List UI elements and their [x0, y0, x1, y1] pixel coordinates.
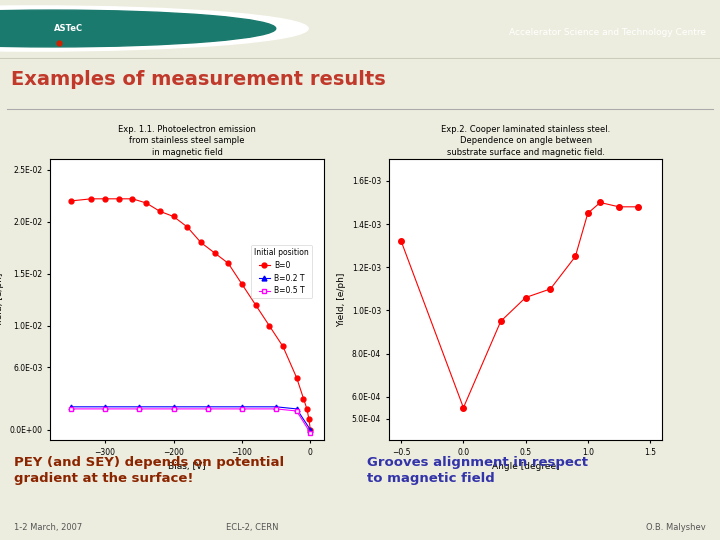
Line: B=0: B=0	[68, 197, 312, 432]
B=0	[128, 195, 137, 202]
B=0.2 T	[101, 403, 109, 410]
B=0.5 T	[272, 406, 281, 412]
Circle shape	[0, 10, 276, 47]
B=0.5 T	[101, 406, 109, 412]
B=0	[169, 213, 178, 220]
B=0	[67, 198, 76, 204]
Text: Exp. 1.1. Photoelectron emission
from stainless steel sample
in magnetic field: Exp. 1.1. Photoelectron emission from st…	[118, 125, 256, 157]
X-axis label: Bias, [V]: Bias, [V]	[168, 462, 206, 471]
B=0	[300, 395, 308, 402]
B=0.5 T	[67, 406, 76, 412]
Circle shape	[0, 6, 308, 51]
Line: B=0.5 T: B=0.5 T	[68, 407, 312, 435]
B=0	[302, 406, 311, 412]
B=0	[251, 302, 260, 308]
Text: Grooves alignment in respect
to magnetic field: Grooves alignment in respect to magnetic…	[367, 456, 588, 485]
B=0.2 T	[204, 403, 212, 410]
B=0.5 T	[238, 406, 246, 412]
B=0	[114, 195, 123, 202]
B=0.2 T	[292, 406, 301, 412]
B=0	[265, 322, 274, 329]
Text: O.B. Malyshev: O.B. Malyshev	[646, 523, 706, 532]
B=0.5 T	[292, 408, 301, 414]
Y-axis label: Yield, [e/ph]: Yield, [e/ph]	[0, 273, 4, 327]
Y-axis label: Yield, [e/ph]: Yield, [e/ph]	[337, 273, 346, 327]
B=0.2 T	[272, 403, 281, 410]
Text: Exp.2. Cooper laminated stainless steel.
Dependence on angle between
substrate s: Exp.2. Cooper laminated stainless steel.…	[441, 125, 611, 157]
B=0.2 T	[238, 403, 246, 410]
B=0.2 T	[135, 403, 144, 410]
B=0.5 T	[306, 430, 315, 436]
B=0	[292, 374, 301, 381]
B=0	[305, 416, 313, 422]
B=0.5 T	[204, 406, 212, 412]
Line: B=0.2 T: B=0.2 T	[68, 404, 312, 432]
B=0	[210, 249, 219, 256]
B=0.5 T	[135, 406, 144, 412]
B=0.5 T	[169, 406, 178, 412]
B=0	[87, 195, 96, 202]
Legend: B=0, B=0.2 T, B=0.5 T: B=0, B=0.2 T, B=0.5 T	[251, 245, 312, 299]
B=0	[197, 239, 205, 246]
B=0	[156, 208, 164, 214]
B=0	[183, 224, 192, 230]
B=0	[238, 281, 246, 287]
Text: Accelerator Science and Technology Centre: Accelerator Science and Technology Centr…	[508, 28, 706, 37]
B=0.2 T	[306, 427, 315, 433]
B=0	[306, 427, 315, 433]
Text: ASTeC: ASTeC	[54, 24, 83, 33]
B=0	[279, 343, 287, 350]
B=0	[142, 200, 150, 206]
B=0	[101, 195, 109, 202]
B=0	[224, 260, 233, 267]
X-axis label: Angle [degree]: Angle [degree]	[492, 462, 559, 471]
Text: PEY (and SEY) depends on potential
gradient at the surface!: PEY (and SEY) depends on potential gradi…	[14, 456, 284, 485]
B=0.2 T	[169, 403, 178, 410]
Text: 1-2 March, 2007: 1-2 March, 2007	[14, 523, 83, 532]
B=0.2 T	[67, 403, 76, 410]
Text: ECL-2, CERN: ECL-2, CERN	[226, 523, 278, 532]
Text: Examples of measurement results: Examples of measurement results	[11, 70, 385, 90]
